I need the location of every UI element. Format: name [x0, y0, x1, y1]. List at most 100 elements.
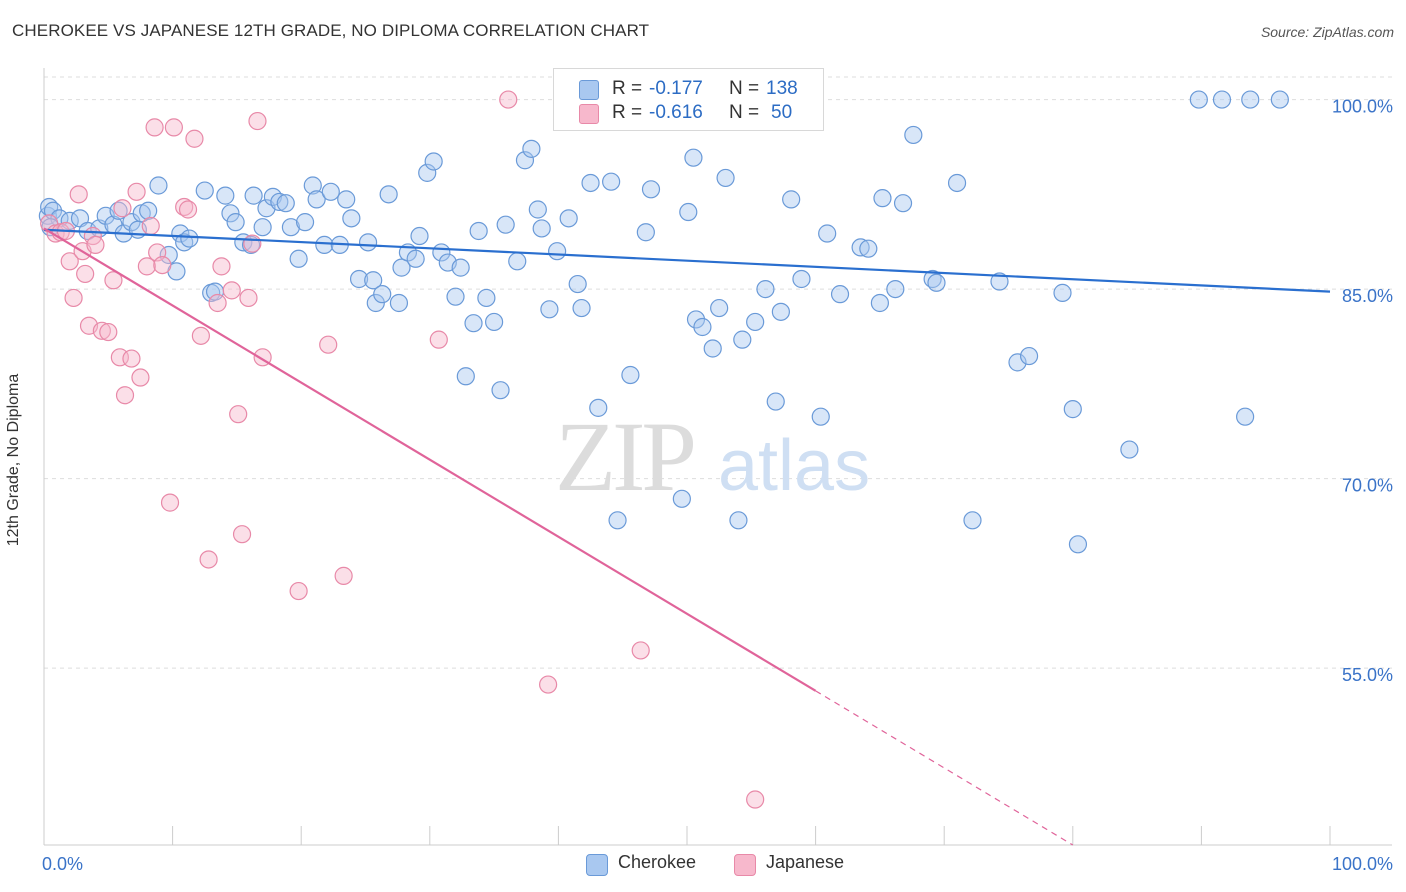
- japanese-point: [76, 264, 95, 284]
- cherokee-point: [756, 279, 775, 299]
- cherokee-point: [641, 180, 661, 199]
- legend-r-value: -0.177: [649, 78, 703, 99]
- cherokee-point: [515, 151, 535, 170]
- japanese-point: [222, 281, 241, 300]
- cherokee-point: [349, 269, 369, 289]
- cherokee-point: [528, 200, 547, 219]
- cherokee-point: [389, 293, 409, 313]
- cherokee-point: [139, 201, 158, 220]
- japanese-point: [69, 185, 88, 204]
- japanese-trend-extension: [815, 690, 1074, 846]
- legend-r-value: -0.616: [649, 102, 703, 123]
- japanese-point: [319, 335, 338, 354]
- japanese-point: [212, 257, 231, 276]
- japanese-point: [122, 349, 141, 368]
- cherokee-point: [851, 238, 870, 257]
- cherokee-point: [1212, 90, 1232, 109]
- x-tick-label: 100.0%: [1332, 854, 1393, 874]
- japanese-point: [110, 348, 129, 367]
- cherokee-point: [379, 185, 398, 204]
- japanese-point: [131, 368, 150, 387]
- y-tick-label: 55.0%: [1342, 665, 1393, 685]
- cherokee-point: [1063, 400, 1082, 419]
- japanese-point: [64, 288, 83, 308]
- cherokee-point: [406, 249, 425, 268]
- y-tick-label: 85.0%: [1342, 286, 1393, 306]
- cherokee-point: [859, 239, 878, 258]
- cherokee-point: [289, 249, 308, 268]
- cherokee-point: [159, 245, 178, 265]
- cherokee-point: [927, 273, 946, 292]
- japanese-point: [429, 330, 448, 349]
- cherokee-point: [446, 287, 465, 306]
- cherokee-point: [1241, 90, 1260, 109]
- japanese-point: [248, 111, 267, 131]
- cherokee-point: [710, 298, 729, 318]
- cherokee-point: [410, 226, 429, 246]
- cherokee-point: [373, 285, 392, 304]
- legend-n-value: 138: [766, 78, 798, 99]
- cherokee-point: [424, 152, 443, 171]
- cherokee-point: [321, 182, 340, 201]
- cherokee-point: [568, 274, 587, 294]
- cherokee-point: [1189, 90, 1208, 109]
- japanese-point: [185, 129, 204, 148]
- cherokee-point: [1236, 407, 1255, 426]
- japanese-point: [539, 675, 558, 694]
- cherokee-point: [226, 213, 245, 232]
- japanese-point: [631, 641, 650, 660]
- japanese-point: [243, 234, 262, 253]
- series-legend-label: Japanese: [766, 852, 845, 872]
- cherokee-point: [276, 194, 295, 213]
- cherokee-point: [990, 272, 1009, 291]
- japanese-point: [208, 293, 227, 313]
- cherokee-point: [485, 312, 504, 332]
- legend-swatch-cherokee: [579, 80, 599, 100]
- cherokee-point: [830, 285, 850, 304]
- watermark-atlas: atlas: [718, 426, 870, 506]
- cherokee-point: [295, 213, 315, 232]
- cherokee-point: [893, 194, 913, 213]
- cherokee-point: [870, 293, 890, 313]
- japanese-point: [145, 118, 164, 137]
- japanese-point: [99, 322, 118, 342]
- legend-n-label: N =: [729, 78, 760, 99]
- cherokee-point: [221, 204, 240, 223]
- cherokee-point: [904, 125, 923, 145]
- cherokee-point: [364, 271, 383, 290]
- japanese-point: [499, 90, 518, 109]
- legend-n-label: N =: [729, 102, 760, 123]
- cherokee-point: [693, 317, 712, 337]
- cherokee-point: [216, 186, 235, 205]
- cherokee-point: [621, 365, 640, 385]
- japanese-point: [334, 566, 353, 585]
- cherokee-point: [766, 392, 785, 411]
- stats-legend: R = -0.177 N = 138 R = -0.616 N = 50: [553, 68, 824, 131]
- cherokee-point: [491, 381, 510, 400]
- cherokee-point: [963, 511, 982, 530]
- japanese-point: [127, 182, 146, 201]
- data-points: [38, 90, 1289, 809]
- cherokee-point: [873, 189, 892, 208]
- cherokee-point: [532, 219, 551, 238]
- grid-lines: [44, 76, 1392, 669]
- cherokee-point: [672, 489, 691, 508]
- cherokee-point: [508, 252, 527, 271]
- series-legend-label: Cherokee: [618, 852, 697, 872]
- x-tick-label: 0.0%: [42, 854, 83, 874]
- cherokee-point: [684, 148, 703, 167]
- cherokee-point: [1270, 90, 1289, 109]
- cherokee-point: [1019, 346, 1039, 366]
- japanese-point: [113, 199, 132, 218]
- cherokee-point: [358, 233, 378, 252]
- japanese-point: [153, 255, 172, 275]
- legend-n-value: 50: [771, 102, 793, 123]
- japanese-point: [104, 271, 123, 290]
- watermark: ZIP atlas: [555, 401, 870, 512]
- chart-title: CHEROKEE VS JAPANESE 12TH GRADE, NO DIPL…: [12, 21, 650, 40]
- japanese-point: [115, 386, 135, 405]
- japanese-point: [86, 235, 105, 254]
- legend-r-label: R =: [612, 102, 643, 123]
- cherokee-point: [572, 298, 591, 318]
- cherokee-point: [451, 258, 470, 277]
